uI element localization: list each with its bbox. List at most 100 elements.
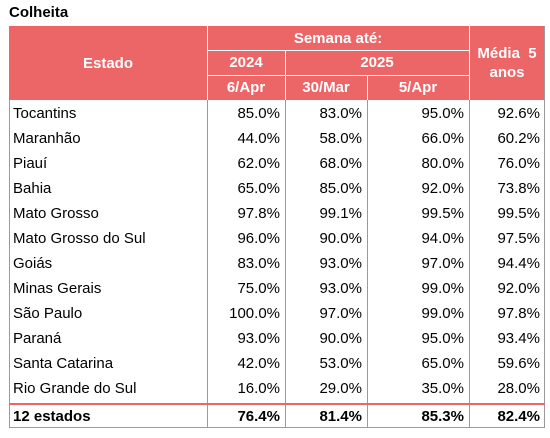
cell-30mar: 85.0% (319, 180, 362, 197)
cell-media: 94.4% (497, 255, 540, 272)
cell-5apr: 85.3% (421, 408, 464, 425)
table-row: Minas Gerais 75.0% 93.0% 99.0% 92.0% (9, 276, 545, 301)
cell-estado: Goiás (13, 255, 53, 272)
table-row: Goiás 83.0% 93.0% 97.0% 94.4% (9, 251, 545, 276)
cell-5apr: 80.0% (421, 155, 464, 172)
cell-2024: 96.0% (237, 230, 280, 247)
cell-estado: Tocantins (13, 105, 77, 122)
table-row: Piauí 62.0% 68.0% 80.0% 76.0% (9, 151, 545, 176)
header-media-5-anos: Média 5 anos (469, 26, 545, 100)
table-row: São Paulo 100.0% 97.0% 99.0% 97.8% (9, 301, 545, 326)
cell-estado: Piauí (13, 155, 48, 172)
cell-media: 92.0% (497, 280, 540, 297)
cell-estado: Mato Grosso (13, 205, 99, 222)
cell-2024: 16.0% (237, 380, 280, 397)
header-divider (207, 50, 469, 51)
cell-30mar: 53.0% (319, 355, 362, 372)
cell-30mar: 58.0% (319, 130, 362, 147)
cell-5apr: 94.0% (421, 230, 464, 247)
cell-2024: 62.0% (237, 155, 280, 172)
cell-30mar: 29.0% (319, 380, 362, 397)
cell-estado: Santa Catarina (13, 355, 114, 372)
cell-estado: 12 estados (13, 408, 91, 425)
header-year-2025: 2025 (285, 50, 469, 75)
header-divider (207, 75, 469, 76)
header-estado: Estado (9, 26, 207, 100)
cell-media: 93.4% (497, 330, 540, 347)
header-date-5apr: 5/Apr (367, 75, 469, 100)
table-row: Mato Grosso do Sul 96.0% 90.0% 94.0% 97.… (9, 226, 545, 251)
cell-media: 76.0% (497, 155, 540, 172)
header-date-30mar: 30/Mar (285, 75, 367, 100)
cell-2024: 85.0% (237, 105, 280, 122)
table-row: Maranhão 44.0% 58.0% 66.0% 60.2% (9, 126, 545, 151)
cell-30mar: 99.1% (319, 205, 362, 222)
cell-estado: Rio Grande do Sul (13, 380, 137, 397)
header-divider (469, 26, 470, 100)
cell-5apr: 35.0% (421, 380, 464, 397)
table-row: Paraná 93.0% 90.0% 95.0% 93.4% (9, 326, 545, 351)
cell-30mar: 93.0% (319, 280, 362, 297)
total-row: 12 estados 76.4% 81.4% 85.3% 82.4% (9, 404, 545, 429)
cell-2024: 93.0% (237, 330, 280, 347)
cell-estado: Maranhão (13, 130, 81, 147)
cell-estado: Minas Gerais (13, 280, 102, 297)
column-divider (469, 100, 470, 428)
column-divider (207, 100, 208, 428)
cell-30mar: 97.0% (319, 305, 362, 322)
table-row: Mato Grosso 97.8% 99.1% 99.5% 99.5% (9, 201, 545, 226)
harvest-table: Estado Semana até: 2024 2025 6/Apr 30/Ma… (9, 26, 545, 428)
cell-media: 99.5% (497, 205, 540, 222)
header-year-2024: 2024 (207, 50, 285, 75)
header-date-6apr: 6/Apr (207, 75, 285, 100)
column-divider (285, 100, 286, 428)
table-row: Rio Grande do Sul 16.0% 29.0% 35.0% 28.0… (9, 376, 545, 401)
cell-estado: Paraná (13, 330, 62, 347)
table-row: Bahia 65.0% 85.0% 92.0% 73.8% (9, 176, 545, 201)
cell-30mar: 93.0% (319, 255, 362, 272)
cell-2024: 44.0% (237, 130, 280, 147)
table-border (9, 427, 545, 428)
cell-2024: 75.0% (237, 280, 280, 297)
cell-media: 59.6% (497, 355, 540, 372)
header-semana-ate: Semana até: (207, 26, 469, 50)
cell-media: 92.6% (497, 105, 540, 122)
cell-30mar: 81.4% (319, 408, 362, 425)
cell-5apr: 66.0% (421, 130, 464, 147)
cell-5apr: 99.0% (421, 280, 464, 297)
cell-media: 82.4% (497, 408, 540, 425)
cell-5apr: 95.0% (421, 105, 464, 122)
header-divider (207, 26, 208, 100)
column-divider (367, 100, 368, 428)
cell-30mar: 90.0% (319, 330, 362, 347)
header-media-line2: anos (489, 64, 525, 81)
table-row: Tocantins 85.0% 83.0% 95.0% 92.6% (9, 101, 545, 126)
cell-media: 73.8% (497, 180, 540, 197)
cell-media: 60.2% (497, 130, 540, 147)
header-divider (367, 75, 368, 100)
cell-5apr: 97.0% (421, 255, 464, 272)
cell-estado: Bahia (13, 180, 52, 197)
cell-2024: 42.0% (237, 355, 280, 372)
cell-2024: 76.4% (237, 408, 280, 425)
cell-estado: São Paulo (13, 305, 83, 322)
cell-5apr: 99.5% (421, 205, 464, 222)
cell-media: 28.0% (497, 380, 540, 397)
cell-2024: 65.0% (237, 180, 280, 197)
table-border (544, 26, 545, 428)
header-media-line1: Média 5 (477, 45, 537, 62)
cell-5apr: 95.0% (421, 330, 464, 347)
cell-estado: Mato Grosso do Sul (13, 230, 146, 247)
cell-2024: 83.0% (237, 255, 280, 272)
cell-5apr: 92.0% (421, 180, 464, 197)
table-title: Colheita (9, 4, 69, 21)
cell-5apr: 99.0% (421, 305, 464, 322)
cell-30mar: 68.0% (319, 155, 362, 172)
cell-media: 97.8% (497, 305, 540, 322)
table-row: Santa Catarina 42.0% 53.0% 65.0% 59.6% (9, 351, 545, 376)
cell-30mar: 83.0% (319, 105, 362, 122)
cell-2024: 100.0% (229, 305, 280, 322)
cell-2024: 97.8% (237, 205, 280, 222)
cell-30mar: 90.0% (319, 230, 362, 247)
table-border (9, 100, 10, 428)
